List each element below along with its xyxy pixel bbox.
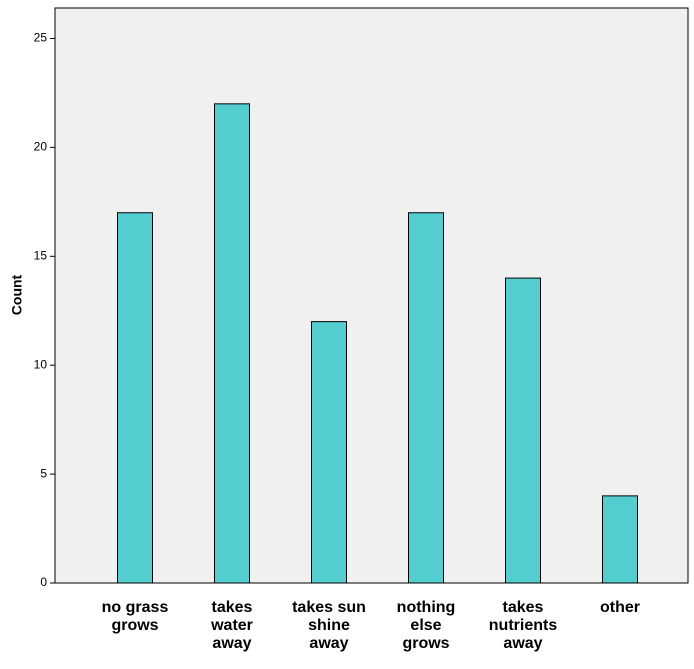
x-tick-label: other xyxy=(600,599,640,616)
y-axis-label: Count xyxy=(9,274,25,315)
y-tick-label: 5 xyxy=(40,466,47,480)
x-tick-label: no grass grows xyxy=(101,599,169,634)
bar xyxy=(408,212,444,584)
bar xyxy=(117,212,153,584)
bar xyxy=(602,495,638,584)
plot-area xyxy=(54,7,689,584)
x-tick-label: nothing else grows xyxy=(396,599,456,652)
bar xyxy=(214,103,250,584)
y-tick-label: 0 xyxy=(40,575,47,589)
x-tick-label: takes water away xyxy=(211,599,253,652)
y-tick-label: 25 xyxy=(34,31,48,45)
y-tick-label: 15 xyxy=(34,248,48,262)
x-tick-label: takes nutrients away xyxy=(488,599,558,652)
bar xyxy=(505,277,541,584)
y-tick-label: 20 xyxy=(34,140,48,154)
bar xyxy=(311,321,347,584)
y-tick-label: 10 xyxy=(34,357,48,371)
x-tick-label: takes sun shine away xyxy=(292,599,366,652)
